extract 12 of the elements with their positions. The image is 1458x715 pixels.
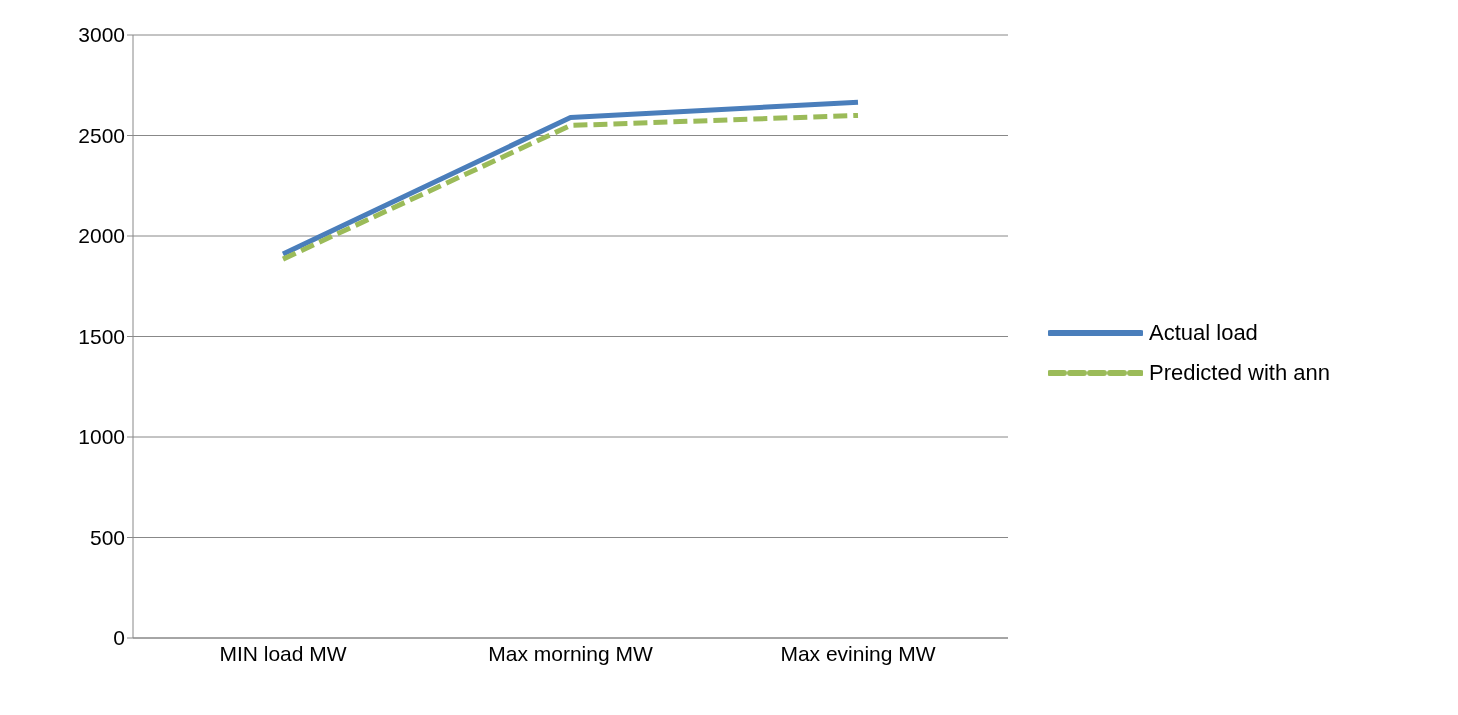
x-tick-label: Max morning MW — [488, 641, 653, 665]
y-tick-label: 1000 — [78, 425, 125, 449]
x-tick-label: MIN load MW — [219, 641, 347, 665]
y-tick-label: 2500 — [78, 123, 125, 147]
legend-label: Predicted with ann — [1149, 360, 1330, 386]
y-tick-label: 2000 — [78, 224, 125, 248]
y-tick-label: 500 — [89, 525, 125, 549]
y-tick-label: 0 — [113, 626, 125, 650]
legend-label: Actual load — [1149, 320, 1258, 346]
x-tick-label: Max evining MW — [780, 641, 936, 665]
y-tick-label: 1500 — [78, 324, 125, 348]
y-tick-label: 3000 — [78, 23, 125, 47]
